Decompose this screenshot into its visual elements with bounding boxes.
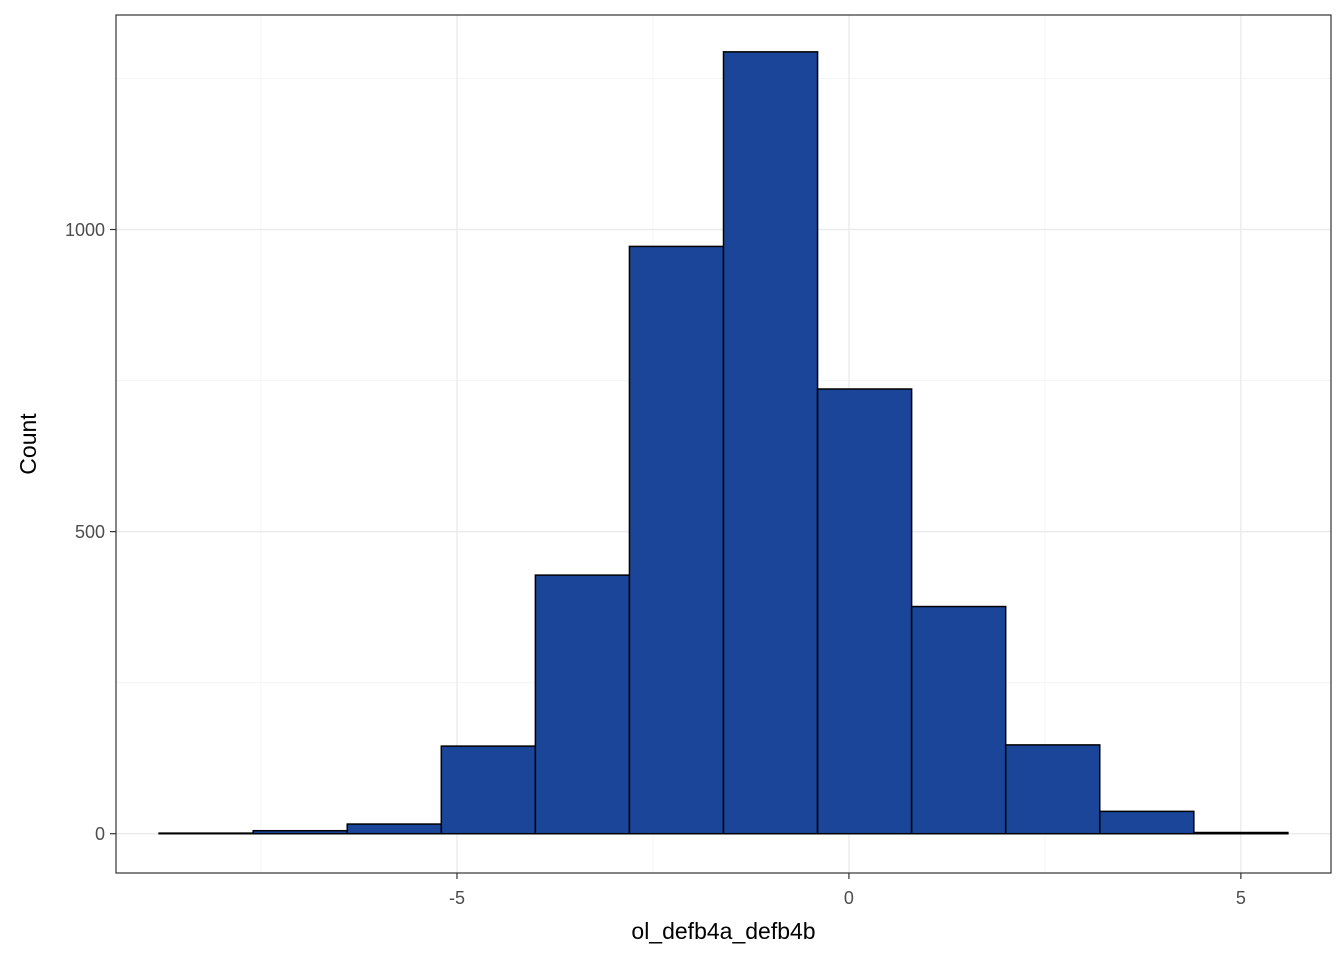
histogram-bars [158,51,1289,835]
histogram-bar [1099,810,1195,835]
y-tick-label: 0 [95,824,105,844]
histogram-bar [252,829,348,835]
x-tick-label: -5 [449,888,465,908]
histogram-bar [628,245,725,835]
histogram-bar [158,832,254,835]
x-axis: -5 0 5 [449,873,1246,908]
histogram-bar [346,823,443,835]
x-tick-label: 0 [844,888,854,908]
histogram-bar [1193,831,1289,835]
histogram-bar [816,388,913,835]
histogram-bar [722,51,819,835]
y-tick-label: 500 [75,522,105,542]
x-axis-title: ol_defb4a_defb4b [631,918,815,944]
x-tick-label: 5 [1236,888,1246,908]
histogram-bar [1004,744,1101,835]
y-axis-title: Count [15,413,41,475]
histogram-bar [910,605,1007,835]
histogram-bar [440,745,537,835]
y-tick-label: 1000 [65,220,105,240]
histogram-bar [534,574,631,835]
panel-border [115,14,1332,874]
y-axis: 0 500 1000 [65,220,116,844]
